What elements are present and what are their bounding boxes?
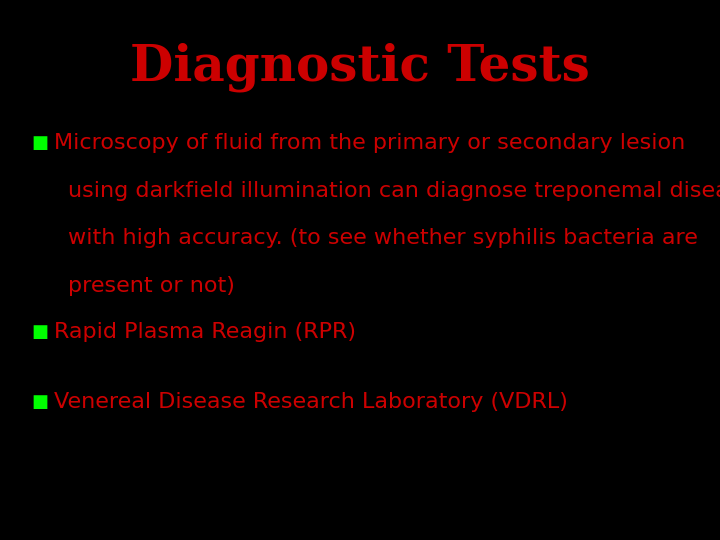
Text: using darkfield illumination can diagnose treponemal disease: using darkfield illumination can diagnos… (68, 180, 720, 201)
Text: Microscopy of fluid from the primary or secondary lesion: Microscopy of fluid from the primary or … (54, 133, 685, 153)
Text: Venereal Disease Research Laboratory (VDRL): Venereal Disease Research Laboratory (VD… (54, 392, 568, 413)
Text: Diagnostic Tests: Diagnostic Tests (130, 43, 590, 92)
Text: ■: ■ (31, 393, 48, 411)
Text: Rapid Plasma Reagin (RPR): Rapid Plasma Reagin (RPR) (54, 322, 356, 342)
Text: ■: ■ (31, 323, 48, 341)
Text: ■: ■ (31, 134, 48, 152)
Text: present or not): present or not) (68, 275, 235, 296)
Text: with high accuracy. (to see whether syphilis bacteria are: with high accuracy. (to see whether syph… (68, 228, 698, 248)
